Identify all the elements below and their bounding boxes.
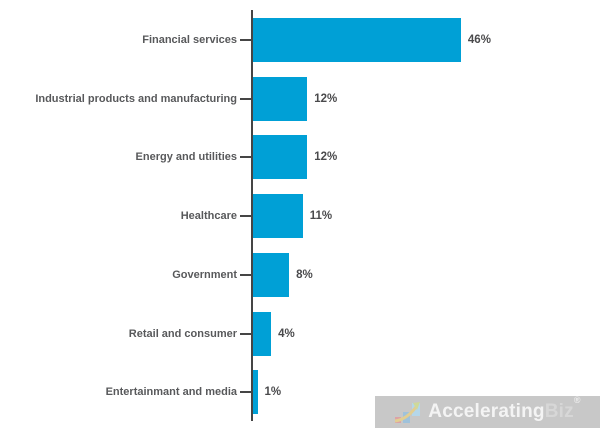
value-label: 12% bbox=[314, 151, 338, 164]
axis-tick bbox=[240, 156, 251, 159]
watermark-brand-text: AcceleratingBiz® bbox=[428, 395, 580, 423]
value-label: 1% bbox=[264, 386, 282, 399]
bar bbox=[253, 311, 272, 356]
bar bbox=[253, 370, 258, 415]
axis-tick bbox=[240, 97, 251, 100]
bar bbox=[253, 76, 308, 121]
bar-chart-rising-arrow-icon bbox=[395, 401, 421, 423]
axis-tick bbox=[240, 391, 251, 394]
bar bbox=[253, 135, 308, 180]
category-label: Financial services bbox=[142, 34, 237, 46]
category-label: Healthcare bbox=[180, 210, 237, 223]
axis-tick bbox=[240, 273, 251, 276]
axis-tick bbox=[240, 39, 251, 41]
value-label: 8% bbox=[296, 268, 313, 281]
bar bbox=[253, 194, 303, 239]
value-label: 4% bbox=[278, 327, 295, 340]
watermark-brand-second: Biz bbox=[544, 401, 574, 422]
y-axis-line bbox=[251, 10, 253, 421]
category-label: Energy and utilities bbox=[135, 151, 237, 164]
registered-trademark-symbol: ® bbox=[573, 395, 581, 405]
axis-tick bbox=[240, 332, 251, 335]
category-label: Government bbox=[172, 268, 237, 281]
acceleratingbiz-watermark: AcceleratingBiz® bbox=[375, 395, 600, 428]
category-label: Retail and consumer bbox=[128, 327, 237, 340]
value-label: 11% bbox=[309, 210, 333, 223]
bar bbox=[253, 18, 461, 62]
value-label: 12% bbox=[314, 92, 338, 105]
category-label: Industrial products and manufacturing bbox=[35, 92, 237, 105]
bar bbox=[253, 252, 290, 297]
category-label: Entertainmant and media bbox=[105, 386, 237, 399]
watermark-brand-first: Accelerating bbox=[428, 401, 545, 422]
value-label: 46% bbox=[467, 34, 491, 46]
axis-tick bbox=[240, 215, 251, 218]
